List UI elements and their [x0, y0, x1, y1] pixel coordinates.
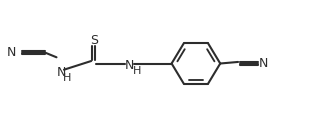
Text: N: N — [125, 59, 134, 72]
Text: N: N — [7, 46, 16, 59]
Text: H: H — [63, 73, 71, 83]
Text: H: H — [133, 66, 141, 76]
Text: N: N — [57, 66, 66, 79]
Text: N: N — [258, 57, 268, 70]
Text: S: S — [90, 34, 98, 47]
